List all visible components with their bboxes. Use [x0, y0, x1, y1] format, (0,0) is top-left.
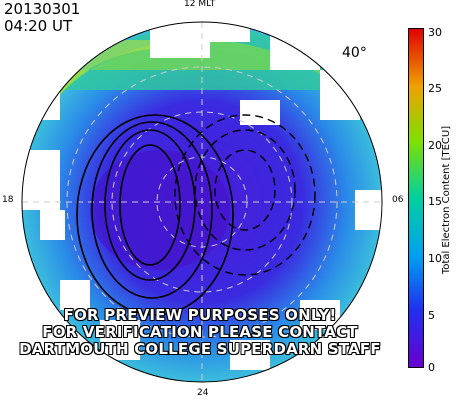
mlt-label-left: 18	[2, 195, 14, 205]
colorbar-tick-20: 20	[428, 139, 442, 152]
watermark-line-2: FOR VERIFICATION PLEASE CONTACT	[42, 323, 358, 341]
map-date: 20130301	[4, 0, 81, 18]
colorbar-tick-25: 25	[428, 82, 442, 95]
colorbar-tick-30: 30	[428, 26, 442, 39]
map-time: 04:20 UT	[4, 17, 73, 35]
watermark-line-1: FOR PREVIEW PURPOSES ONLY!	[63, 306, 337, 324]
latitude-limit-label: 40°	[342, 45, 367, 61]
watermark-line-3: DARTMOUTH COLLEGE SUPERDARN STAFF	[19, 340, 381, 358]
colorbar-tick-5: 5	[428, 309, 435, 322]
colorbar	[408, 28, 424, 368]
mlt-label-top: 12 MLT	[184, 0, 216, 9]
map-boundary	[21, 21, 383, 383]
convection-contours	[76, 114, 234, 316]
mlt-meridians	[22, 22, 382, 382]
mlt-label-right: 06	[392, 195, 404, 205]
polar-tec-map	[21, 21, 383, 383]
mlt-label-bottom: 24	[197, 388, 209, 398]
colorbar-tick-10: 10	[428, 252, 442, 265]
colorbar-tick-15: 15	[428, 195, 442, 208]
colorbar-label: Total Electron Content [TECU]	[441, 125, 452, 275]
colorbar-tick-0: 0	[428, 361, 435, 374]
